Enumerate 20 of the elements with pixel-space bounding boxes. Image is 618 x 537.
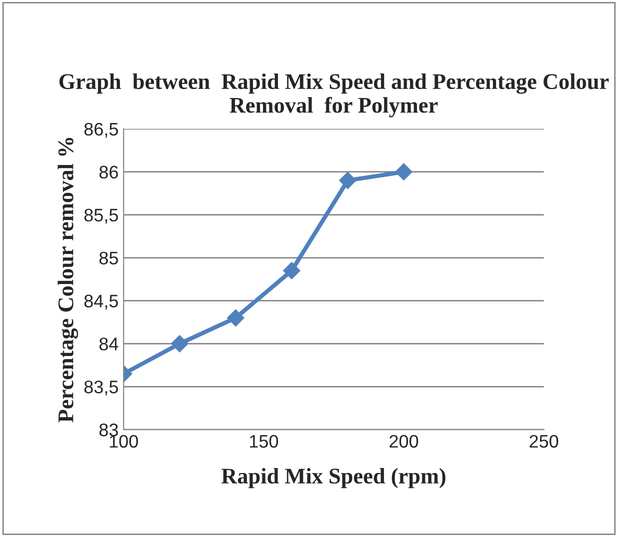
y-tick-label: 83,5	[84, 380, 118, 396]
point	[282, 262, 301, 280]
x-tick-label: 150	[250, 434, 278, 448]
point	[226, 309, 245, 327]
y-axis-title: Percentage Colour removal %	[58, 138, 78, 422]
x-tick-label: 250	[530, 434, 558, 448]
point	[338, 172, 357, 190]
y-tick-label: 85,5	[84, 208, 118, 224]
point	[170, 334, 188, 353]
y-tick-label: 86	[99, 166, 118, 179]
point	[394, 163, 413, 181]
y-tick-label: 86,5	[84, 122, 118, 138]
chart-title: Graph between Rapid Mix Speed and Percentage Colour Removal for Polymer	[59, 73, 609, 118]
y-tick-label: 83	[99, 424, 118, 436]
y-tick-label: 85	[99, 252, 118, 264]
x-axis-title: Rapid Mix Speed (rpm)	[221, 468, 446, 488]
x-tick-label: 100	[110, 434, 138, 448]
y-tick-label: 84,5	[84, 294, 118, 310]
x-tick-label: 200	[390, 434, 418, 448]
y-tick-label: 84	[99, 338, 118, 350]
